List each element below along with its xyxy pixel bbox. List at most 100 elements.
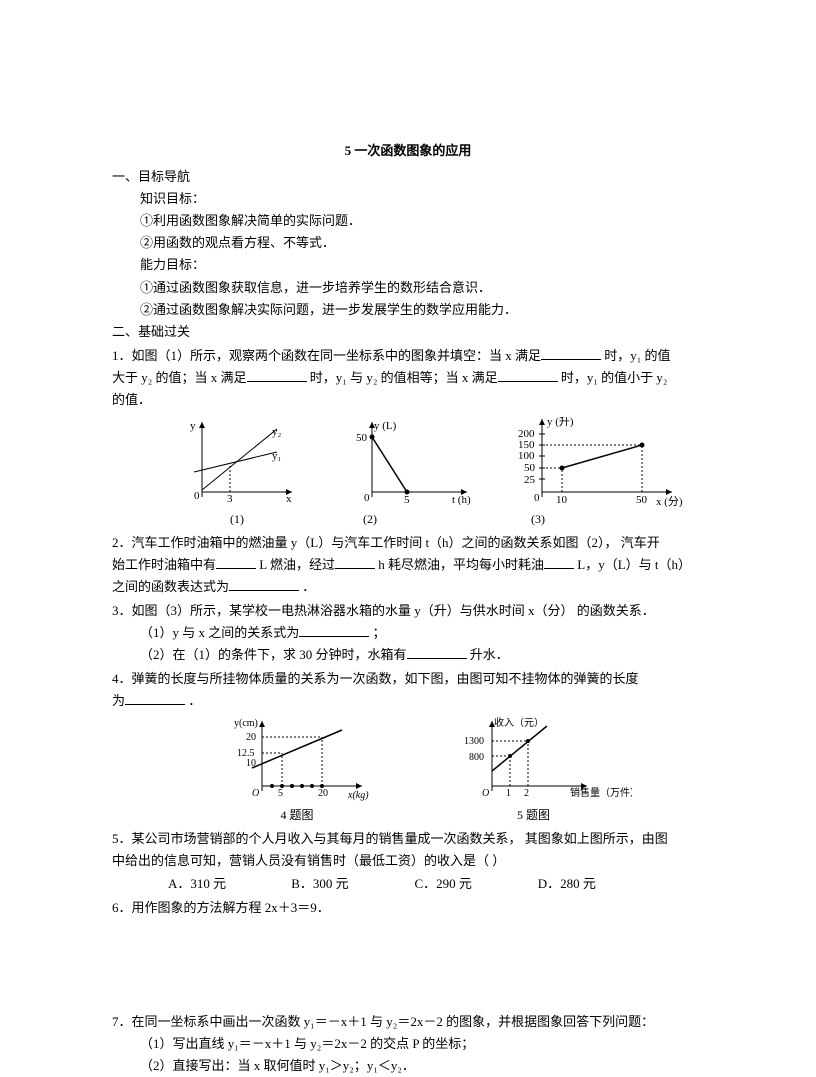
svg-text:x (分): x (分) [656, 495, 682, 507]
blank[interactable] [544, 555, 574, 569]
q4-b: 为 [112, 693, 125, 708]
svg-text:0: 0 [194, 490, 200, 502]
ability-label: 能力目标： [112, 254, 704, 276]
blank[interactable] [247, 368, 307, 382]
figure-captions-1: (1) (2) (3) [182, 509, 704, 529]
svg-text:O: O [252, 788, 259, 799]
q1-text-b: 时，y₁ 的值 [604, 348, 670, 363]
svg-text:y₁: y₁ [272, 450, 282, 462]
svg-text:3: 3 [227, 493, 233, 505]
q6: 6．用作图象的方法解方程 2x＋3＝9． [112, 897, 704, 919]
svg-text:0: 0 [534, 492, 540, 504]
ability-2: ②通过函数图象解决实际问题，进一步发展学生的数学应用能力． [112, 299, 704, 321]
blank[interactable] [407, 645, 467, 659]
blank[interactable] [229, 577, 299, 591]
svg-text:50: 50 [356, 432, 368, 444]
svg-text:y (升): y (升) [547, 417, 574, 428]
svg-text:5: 5 [278, 788, 283, 799]
knowledge-label: 知识目标： [112, 188, 704, 210]
svg-text:y: y [190, 420, 196, 432]
q7-c: （2）直接写出：当 x 取何值时 y₁＞y₂；y₁＜y₂． [112, 1058, 415, 1073]
fig4-caption: 4 题图 [232, 805, 362, 825]
ability-1: ①通过函数图象获取信息，进一步培养学生的数形结合意识． [112, 277, 704, 299]
q2-e: L，y（L）与 t（h） [577, 557, 691, 572]
sec1-heading: 一、目标导航 [112, 166, 704, 188]
option-c[interactable]: C．290 元 [415, 873, 535, 895]
q2-d: h 耗尽燃油，平均每小时耗油 [378, 557, 544, 572]
fig2-caption: (2) [295, 509, 445, 529]
svg-text:1: 1 [506, 788, 511, 799]
fig5-caption: 5 题图 [469, 805, 599, 825]
svg-text:25: 25 [524, 474, 536, 486]
svg-text:2: 2 [524, 788, 529, 799]
q5-a: 5．某公司市场营销部的个人月收入与其每月的销售量成一次函数关系， 其图象如上图所… [112, 831, 668, 846]
q5-options: A．310 元 B．300 元 C．290 元 D．280 元 [112, 873, 704, 895]
svg-text:100: 100 [518, 450, 535, 462]
q5-b: 中给出的信息可知，营销人员没有销售时（最低工资）的收入是（ ） [112, 853, 505, 868]
svg-text:收入（元）: 收入（元） [494, 716, 544, 729]
svg-text:800: 800 [469, 752, 484, 763]
figure-4: y(cm) x(kg) O 20 12.5 10 5 20 [234, 718, 369, 801]
q1-text-a: 1．如图（1）所示，观察两个函数在同一坐标系中的图象并填空：当 x 满足 [112, 348, 541, 363]
fig1-caption: (1) [182, 509, 292, 529]
q2-a: 2．汽车工作时油箱中的燃油量 y（L）与汽车工作时间 t（h）之间的函数关系如图… [112, 535, 660, 550]
q3-d: （2）在（1）的条件下，求 30 分钟时，水箱有 [112, 647, 407, 662]
svg-text:10: 10 [556, 494, 568, 506]
figure-3: y (升) x (分) 0 200 150 100 50 25 [518, 417, 682, 507]
option-b[interactable]: B．300 元 [291, 873, 411, 895]
q3-a: 3．如图（3）所示，某学校一电热淋浴器水箱的水量 y（升）与供水时间 x（分） … [112, 603, 655, 618]
blank[interactable] [498, 368, 558, 382]
blank[interactable] [299, 623, 369, 637]
figure-2: 0 y (L) t (h) 50 5 [356, 420, 471, 506]
q2-b: 始工作时油箱中有 [112, 557, 216, 572]
svg-text:50: 50 [636, 494, 648, 506]
q3-b: （1）y 与 x 之间的关系式为 [112, 625, 299, 640]
blank[interactable] [335, 555, 375, 569]
q5: 5．某公司市场营销部的个人月收入与其每月的销售量成一次函数关系， 其图象如上图所… [112, 828, 704, 872]
q2: 2．汽车工作时油箱中的燃油量 y（L）与汽车工作时间 t（h）之间的函数关系如图… [112, 532, 704, 598]
q3: 3．如图（3）所示，某学校一电热淋浴器水箱的水量 y（升）与供水时间 x（分） … [112, 600, 704, 666]
figure-row-2: y(cm) x(kg) O 20 12.5 10 5 20 收入 [232, 716, 704, 826]
figure-5: 收入（元） 销售量（万件） O 1300 800 1 2 [464, 716, 632, 799]
section-2: 二、基础过关 1．如图（1）所示，观察两个函数在同一坐标系中的图象并填空：当 x… [112, 321, 704, 1077]
fig3-caption: (3) [448, 509, 628, 529]
svg-text:20: 20 [246, 732, 256, 743]
knowledge-1: ①利用函数图象解决简单的实际问题． [112, 210, 704, 232]
page-title: 5 一次函数图象的应用 [112, 140, 704, 162]
q3-c: ； [373, 625, 386, 640]
svg-text:x(kg): x(kg) [347, 790, 369, 801]
q2-f: 之间的函数表达式为 [112, 579, 229, 594]
q4-c: ． [188, 693, 201, 708]
svg-text:O: O [482, 788, 489, 799]
blank[interactable] [216, 555, 256, 569]
option-d[interactable]: D．280 元 [538, 873, 658, 895]
option-a[interactable]: A．310 元 [168, 873, 288, 895]
q4: 4．弹簧的长度与所挂物体质量的关系为一次函数，如下图，由图可知不挂物体的弹簧的长… [112, 668, 704, 712]
figure-row-1: 0 y x y₂ y₁ 3 0 y (L) t (h) 50 [182, 417, 704, 507]
svg-text:y₂: y₂ [272, 426, 282, 438]
svg-text:x: x [286, 493, 292, 505]
blank[interactable] [125, 691, 185, 705]
q1-text-c: 大于 y₂ 的值；当 x 满足 [112, 370, 247, 385]
q1-text-d: 时，y₁ 与 y₂ 的值相等；当 x 满足 [310, 370, 498, 385]
q1: 1．如图（1）所示，观察两个函数在同一坐标系中的图象并填空：当 x 满足 时，y… [112, 345, 704, 411]
svg-text:y(cm): y(cm) [234, 718, 258, 729]
sec2-heading: 二、基础过关 [112, 321, 704, 343]
blank[interactable] [541, 346, 601, 360]
q3-e: 升水． [470, 647, 509, 662]
q1-text-f: 的值． [112, 392, 151, 407]
svg-text:20: 20 [318, 788, 328, 799]
figure-1: 0 y x y₂ y₁ 3 [190, 420, 292, 505]
svg-text:销售量（万件）: 销售量（万件） [570, 786, 632, 799]
svg-text:5: 5 [404, 494, 410, 506]
svg-text:y (L): y (L) [374, 420, 397, 432]
q1-text-e: 时，y₁ 的值小于 y₂ [561, 370, 668, 385]
knowledge-2: ②用函数的观点看方程、不等式． [112, 232, 704, 254]
q2-c: L 燃油，经过 [259, 557, 335, 572]
q4-a: 4．弹簧的长度与所挂物体质量的关系为一次函数，如下图，由图可知不挂物体的弹簧的长… [112, 671, 639, 686]
svg-text:50: 50 [524, 462, 536, 474]
section-1: 一、目标导航 知识目标： ①利用函数图象解决简单的实际问题． ②用函数的观点看方… [112, 166, 704, 321]
q2-g: ． [302, 579, 315, 594]
q7: 7．在同一坐标系中画出一次函数 y₁＝－x＋1 与 y₂＝2x－2 的图象，并根… [112, 1011, 704, 1077]
svg-text:t (h): t (h) [452, 494, 471, 506]
